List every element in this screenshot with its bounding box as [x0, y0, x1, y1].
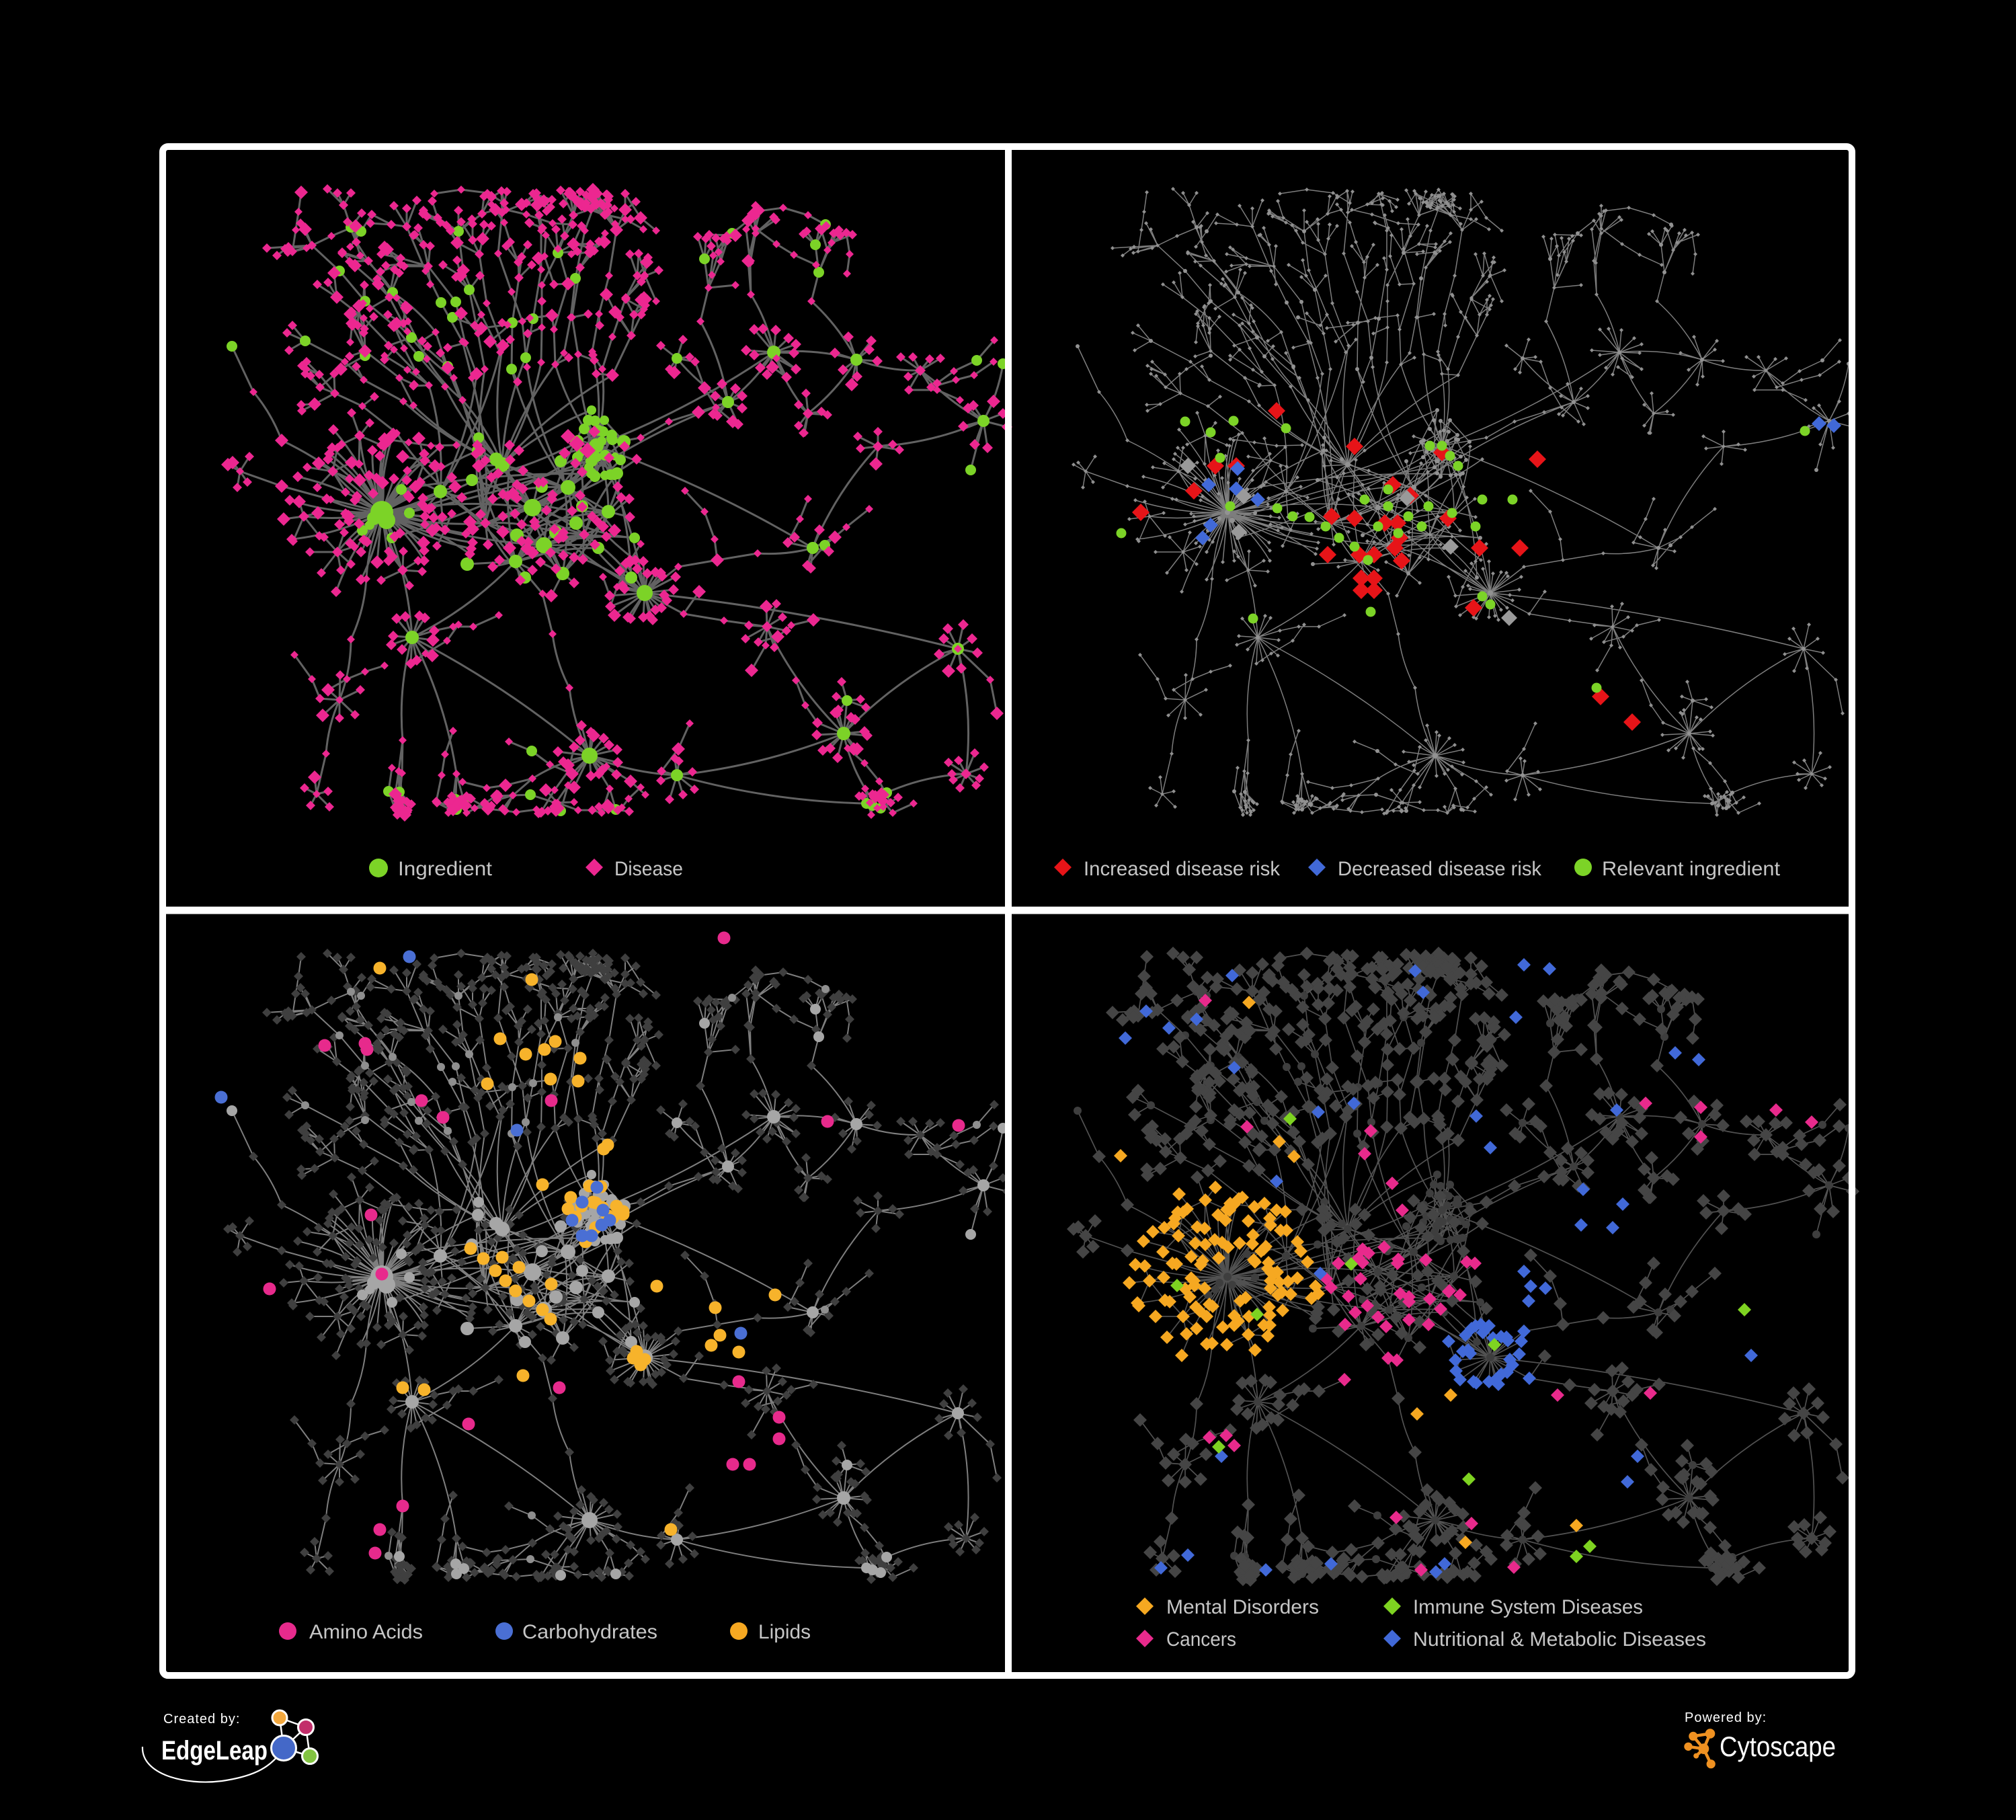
svg-text:Cancers: Cancers: [1166, 1628, 1236, 1651]
svg-text:EdgeLeap: EdgeLeap: [161, 1736, 268, 1766]
svg-text:Amino Acids: Amino Acids: [309, 1621, 423, 1643]
svg-text:Immune System Diseases: Immune System Diseases: [1413, 1596, 1643, 1618]
svg-text:Increased disease risk: Increased disease risk: [1084, 858, 1281, 880]
svg-text:Created by:: Created by:: [163, 1712, 240, 1727]
svg-text:Ingredient: Ingredient: [398, 858, 493, 880]
svg-text:Nutritional & Metabolic Diseas: Nutritional & Metabolic Diseases: [1413, 1628, 1706, 1651]
svg-text:Carbohydrates: Carbohydrates: [522, 1621, 657, 1643]
svg-text:Mental Disorders: Mental Disorders: [1166, 1596, 1319, 1618]
svg-text:Cytoscape: Cytoscape: [1720, 1731, 1836, 1762]
svg-text:Powered by:: Powered by:: [1685, 1710, 1767, 1725]
svg-text:Disease: Disease: [614, 858, 683, 880]
svg-text:Decreased disease risk: Decreased disease risk: [1338, 858, 1542, 880]
svg-text:Lipids: Lipids: [758, 1621, 811, 1643]
svg-text:Relevant ingredient: Relevant ingredient: [1602, 858, 1781, 880]
